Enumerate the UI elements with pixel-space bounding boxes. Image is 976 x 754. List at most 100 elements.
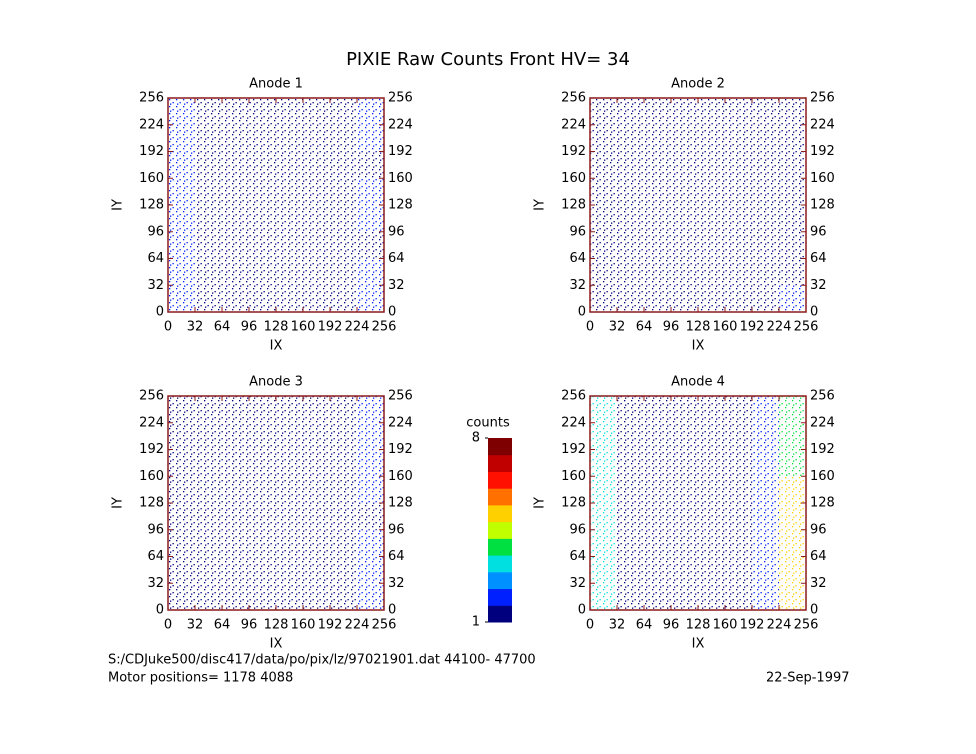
heat-cell xyxy=(590,178,617,205)
y-tick-label: 192 xyxy=(561,144,586,159)
heat-cell xyxy=(644,98,671,125)
heat-cell xyxy=(725,231,752,259)
y-axis-label: IY xyxy=(111,199,126,211)
heat-cell xyxy=(249,396,276,423)
y2-tick-label: 64 xyxy=(388,251,405,266)
heat-cell xyxy=(752,258,779,286)
heat-cell xyxy=(276,98,303,125)
x-tick-label: 224 xyxy=(345,320,370,335)
y2-tick-label: 0 xyxy=(810,603,818,618)
heat-cell xyxy=(644,285,671,312)
panel-title: Anode 2 xyxy=(671,77,725,92)
heat-cell xyxy=(698,449,725,477)
y2-tick-label: 192 xyxy=(810,442,835,457)
heat-cell xyxy=(276,583,303,610)
heat-cell xyxy=(671,476,698,503)
colorbar-swatch xyxy=(488,454,512,472)
y2-tick-label: 0 xyxy=(388,603,396,618)
heat-cell xyxy=(222,231,249,259)
y-tick-label: 32 xyxy=(147,576,164,591)
colorbar-tick-label: 8 xyxy=(472,431,480,446)
x-tick-label: 64 xyxy=(214,320,231,335)
heat-cell xyxy=(168,556,195,584)
x-axis-label: IX xyxy=(692,339,705,354)
panel-title: Anode 1 xyxy=(249,77,303,92)
heat-cell xyxy=(276,231,303,259)
heat-cell xyxy=(590,556,617,584)
y2-tick-label: 128 xyxy=(810,198,835,213)
heat-cell xyxy=(671,529,698,557)
y-tick-label: 224 xyxy=(561,117,586,132)
y-tick-label: 0 xyxy=(156,305,164,320)
heat-cell xyxy=(590,231,617,259)
heat-cell xyxy=(168,449,195,477)
heat-cell xyxy=(671,151,698,179)
heat-cell xyxy=(168,396,195,423)
heat-cell xyxy=(779,98,806,125)
heat-cell xyxy=(752,503,779,530)
heat-cell xyxy=(725,449,752,477)
heat-cell xyxy=(590,529,617,557)
y2-tick-label: 128 xyxy=(388,496,413,511)
colorbar-swatch xyxy=(488,555,512,573)
heat-cell xyxy=(357,151,384,179)
heat-cell xyxy=(671,178,698,205)
heat-cell xyxy=(195,583,222,610)
y2-tick-label: 96 xyxy=(810,522,827,537)
heat-cell xyxy=(276,529,303,557)
heat-cell xyxy=(276,396,303,423)
heat-cell xyxy=(195,476,222,503)
heat-cell xyxy=(357,583,384,610)
heat-cell xyxy=(644,231,671,259)
x-tick-label: 256 xyxy=(794,320,819,335)
heat-cell xyxy=(590,124,617,152)
heat-cell xyxy=(195,422,222,450)
x-tick-label: 0 xyxy=(586,618,594,633)
heat-cell xyxy=(195,124,222,152)
heat-cell xyxy=(644,529,671,557)
heat-cell xyxy=(276,476,303,503)
heat-cell xyxy=(698,124,725,152)
heat-cell xyxy=(617,476,644,503)
heat-cell xyxy=(357,476,384,503)
x-tick-label: 256 xyxy=(372,320,397,335)
heat-cell xyxy=(779,583,806,610)
heat-cell xyxy=(698,476,725,503)
heat-cell xyxy=(303,178,330,205)
heat-cell xyxy=(617,98,644,125)
x-tick-label: 160 xyxy=(713,618,738,633)
heat-cell xyxy=(698,178,725,205)
heat-cell xyxy=(590,151,617,179)
heat-cell xyxy=(752,449,779,477)
heat-cell xyxy=(303,476,330,503)
y-tick-label: 160 xyxy=(139,171,164,186)
y-tick-label: 64 xyxy=(147,549,164,564)
y-tick-label: 64 xyxy=(147,251,164,266)
x-axis-label: IX xyxy=(692,637,705,652)
heat-cell xyxy=(617,178,644,205)
heat-cell xyxy=(779,124,806,152)
heat-cell xyxy=(276,178,303,205)
heat-cell xyxy=(779,529,806,557)
x-tick-label: 224 xyxy=(345,618,370,633)
y-axis-label: IY xyxy=(533,497,548,509)
colorbar-label: counts xyxy=(466,416,510,431)
heat-cell xyxy=(357,422,384,450)
heat-cell xyxy=(249,205,276,232)
x-tick-label: 0 xyxy=(586,320,594,335)
heat-cell xyxy=(249,449,276,477)
heat-cell xyxy=(698,422,725,450)
heat-cell xyxy=(168,503,195,530)
y-axis-label: IY xyxy=(533,199,548,211)
heat-cell xyxy=(168,529,195,557)
x-tick-label: 96 xyxy=(663,320,680,335)
heat-cell xyxy=(725,476,752,503)
heat-cell xyxy=(249,503,276,530)
y2-tick-label: 32 xyxy=(388,278,405,293)
heat-cell xyxy=(779,476,806,503)
y2-tick-label: 192 xyxy=(810,144,835,159)
heat-cell xyxy=(752,476,779,503)
heat-cell xyxy=(644,205,671,232)
heat-cell xyxy=(752,556,779,584)
x-tick-label: 160 xyxy=(291,618,316,633)
